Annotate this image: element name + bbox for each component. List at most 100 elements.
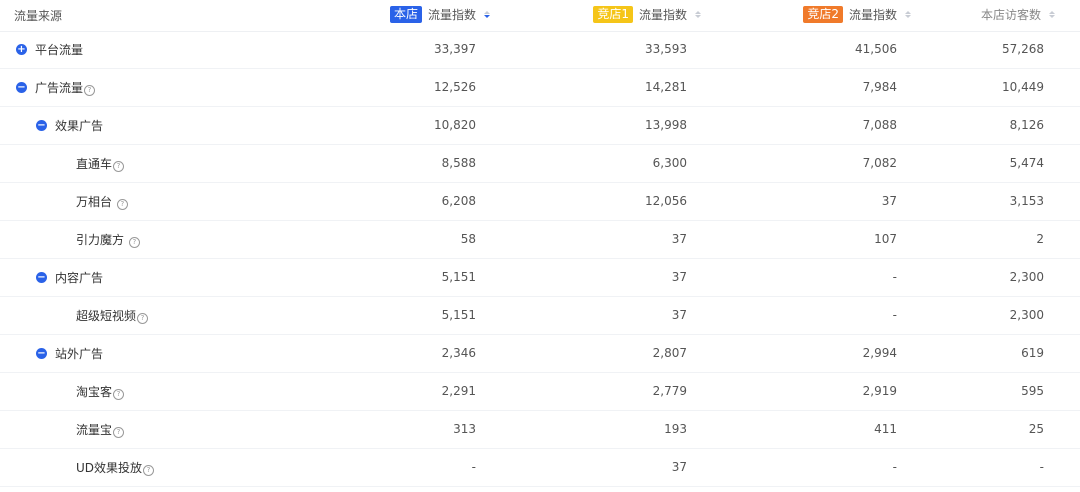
table-row: 流量宝? 313 193 411 25	[0, 411, 1080, 449]
row-name: 直通车	[76, 157, 113, 171]
header-competitor2-index[interactable]: 竞店2 流量指数	[803, 6, 911, 23]
own-store-index-cell: -	[471, 460, 476, 474]
own-store-index-cell: 10,820	[434, 118, 476, 132]
row-label: − 站外广告	[36, 335, 103, 372]
own-store-index-cell: 6,208	[441, 194, 476, 208]
own-visitors-cell: 595	[1021, 384, 1044, 398]
own-store-index-cell: 8,588	[441, 156, 476, 170]
row-name: 超级短视频	[76, 309, 137, 323]
competitor2-index-cell: 7,082	[862, 156, 897, 170]
competitor1-index-cell: 2,779	[652, 384, 687, 398]
row-label: UD效果投放?	[76, 449, 155, 486]
own-visitors-cell: 8,126	[1009, 118, 1044, 132]
competitor1-index-cell: 6,300	[652, 156, 687, 170]
own-visitors-cell: 10,449	[1002, 80, 1044, 94]
own-store-index-cell: 5,151	[441, 270, 476, 284]
own-visitors-cell: 5,474	[1009, 156, 1044, 170]
table-row: − 站外广告 2,346 2,807 2,994 619	[0, 335, 1080, 373]
row-label: 万相台 ?	[76, 183, 128, 220]
table-row: 淘宝客? 2,291 2,779 2,919 595	[0, 373, 1080, 411]
competitor2-index-cell: -	[892, 460, 897, 474]
competitor1-index-cell: 13,998	[645, 118, 687, 132]
header-own-visitors[interactable]: 本店访客数	[981, 6, 1055, 23]
help-icon[interactable]: ?	[143, 465, 155, 476]
competitor2-index-cell: 37	[881, 194, 897, 208]
competitor1-index-cell: 37	[671, 308, 687, 322]
header-own-store-index[interactable]: 本店 流量指数	[389, 6, 490, 23]
row-name: 流量宝	[76, 423, 113, 437]
table-row: − 广告流量? 12,526 14,281 7,984 10,449	[0, 69, 1080, 107]
header-label: 本店访客数	[980, 8, 1041, 22]
competitor1-index-cell: 33,593	[645, 42, 687, 56]
row-label: − 内容广告	[36, 259, 103, 296]
own-visitors-cell: 25	[1028, 422, 1044, 436]
table-row: − 效果广告 10,820 13,998 7,088 8,126	[0, 107, 1080, 145]
competitor2-index-cell: 2,919	[862, 384, 897, 398]
row-label: 引力魔方 ?	[76, 221, 140, 258]
header-label: 流量指数	[638, 8, 687, 22]
row-name: 淘宝客	[76, 385, 113, 399]
own-store-badge: 本店	[389, 6, 422, 23]
help-icon[interactable]: ?	[137, 313, 149, 324]
collapse-icon[interactable]: −	[36, 348, 47, 359]
table-header: 流量来源 本店 流量指数 竞店1 流量指数 竞店2 流量指数 本店访客数	[0, 0, 1080, 32]
own-store-index-cell: 12,526	[434, 80, 476, 94]
help-icon[interactable]: ?	[84, 85, 96, 96]
row-name: 站外广告	[55, 347, 104, 361]
competitor2-index-cell: 107	[874, 232, 897, 246]
table-row: 引力魔方 ? 58 37 107 2	[0, 221, 1080, 259]
own-store-index-cell: 33,397	[434, 42, 476, 56]
row-name: 效果广告	[55, 119, 104, 133]
collapse-icon[interactable]: −	[36, 272, 47, 283]
table-row: + 平台流量 33,397 33,593 41,506 57,268	[0, 31, 1080, 69]
collapse-icon[interactable]: −	[36, 120, 47, 131]
row-label: 超级短视频?	[76, 297, 149, 334]
help-icon[interactable]: ?	[113, 161, 125, 172]
header-label: 流量指数	[848, 8, 897, 22]
row-name: 广告流量	[35, 81, 84, 95]
expand-icon[interactable]: +	[16, 44, 27, 55]
competitor1-index-cell: 14,281	[645, 80, 687, 94]
help-icon[interactable]: ?	[113, 427, 125, 438]
header-label: 流量指数	[427, 8, 476, 22]
own-visitors-cell: 57,268	[1002, 42, 1044, 56]
table-row: 直通车? 8,588 6,300 7,082 5,474	[0, 145, 1080, 183]
competitor1-index-cell: 2,807	[652, 346, 687, 360]
header-competitor1-index[interactable]: 竞店1 流量指数	[593, 6, 701, 23]
own-visitors-cell: 3,153	[1009, 194, 1044, 208]
help-icon[interactable]: ?	[116, 199, 128, 210]
competitor2-index-cell: 2,994	[862, 346, 897, 360]
sort-icon[interactable]	[484, 11, 490, 18]
sort-icon[interactable]	[905, 11, 911, 18]
row-name: 引力魔方	[76, 233, 128, 247]
help-icon[interactable]: ?	[113, 389, 125, 400]
competitor2-badge: 竞店2	[803, 6, 843, 23]
own-visitors-cell: 2,300	[1009, 270, 1044, 284]
own-visitors-cell: 619	[1021, 346, 1044, 360]
competitor1-index-cell: 193	[664, 422, 687, 436]
own-visitors-cell: 2	[1036, 232, 1044, 246]
row-label: − 效果广告	[36, 107, 103, 144]
help-icon[interactable]: ?	[128, 237, 140, 248]
row-label: 直通车?	[76, 145, 125, 182]
competitor2-index-cell: -	[892, 308, 897, 322]
table-row: 超级短视频? 5,151 37 - 2,300	[0, 297, 1080, 335]
competitor2-index-cell: -	[892, 270, 897, 284]
own-visitors-cell: -	[1039, 460, 1044, 474]
competitor2-index-cell: 411	[874, 422, 897, 436]
row-name: UD效果投放	[76, 461, 143, 475]
competitor1-badge: 竞店1	[593, 6, 633, 23]
row-name: 万相台	[76, 195, 116, 209]
table-row: 万相台 ? 6,208 12,056 37 3,153	[0, 183, 1080, 221]
row-name: 平台流量	[35, 43, 84, 57]
own-store-index-cell: 2,291	[441, 384, 476, 398]
sort-icon[interactable]	[1049, 11, 1055, 18]
row-label: − 广告流量?	[16, 69, 96, 106]
competitor1-index-cell: 37	[671, 460, 687, 474]
collapse-icon[interactable]: −	[16, 82, 27, 93]
sort-icon[interactable]	[695, 11, 701, 18]
own-visitors-cell: 2,300	[1009, 308, 1044, 322]
table-row: − 内容广告 5,151 37 - 2,300	[0, 259, 1080, 297]
competitor1-index-cell: 37	[671, 270, 687, 284]
header-source: 流量来源	[14, 9, 63, 23]
